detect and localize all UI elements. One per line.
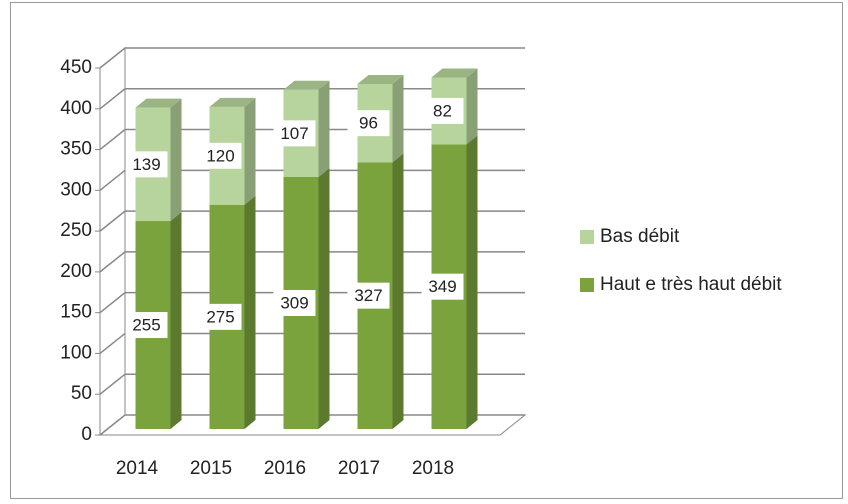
bar-top (209, 97, 256, 107)
bar-top (357, 75, 404, 85)
data-label-box (347, 282, 390, 309)
legend-swatch (580, 230, 594, 244)
bar-side (170, 212, 182, 429)
data-label-box (273, 120, 316, 147)
data-label-box (199, 142, 242, 169)
y-tick-label: 150 (60, 302, 92, 323)
data-label-box (199, 303, 242, 330)
bar-side (466, 68, 478, 145)
y-tick-label: 350 (60, 139, 92, 160)
bar-side (170, 98, 182, 222)
data-label-box (421, 97, 464, 124)
data-label: 309 (280, 293, 308, 312)
data-label: 327 (354, 286, 382, 305)
x-tick-label: 2015 (190, 458, 232, 479)
x-tick-label: 2018 (412, 458, 454, 479)
legend-swatch (580, 278, 594, 292)
chart-border (10, 2, 843, 499)
y-tick-label: 300 (60, 179, 92, 200)
legend-label: Haut e très haut débit (600, 274, 782, 295)
grid-line (99, 47, 525, 69)
y-tick-label: 250 (60, 220, 92, 241)
data-label-box (347, 110, 390, 137)
x-tick-label: 2016 (264, 458, 306, 479)
bar-side (466, 135, 478, 430)
data-label: 349 (428, 277, 456, 296)
data-label: 275 (206, 307, 234, 326)
bar-side (244, 195, 256, 429)
data-label: 120 (206, 146, 234, 165)
data-label-box (421, 273, 464, 300)
data-label: 255 (132, 316, 160, 335)
bar-side (318, 167, 330, 429)
y-tick-label: 100 (60, 342, 92, 363)
bar-side (392, 153, 404, 429)
y-tick-label: 0 (81, 424, 92, 445)
y-tick-label: 450 (60, 57, 92, 78)
data-label-box (125, 312, 168, 339)
bar-side (244, 97, 256, 205)
bar-top (283, 80, 330, 90)
x-tick-label: 2014 (116, 458, 159, 479)
data-label: 107 (280, 124, 308, 143)
y-tick-label: 400 (60, 98, 92, 119)
data-label: 139 (132, 155, 160, 174)
bar-top (135, 98, 182, 108)
bar-top (431, 68, 478, 78)
x-tick-label: 2017 (338, 458, 380, 479)
y-tick-label: 50 (71, 383, 92, 404)
data-label-box (125, 151, 168, 178)
bar-side (318, 80, 330, 177)
legend-label: Bas débit (600, 226, 680, 247)
data-label-box (273, 289, 316, 316)
data-label: 82 (433, 101, 452, 120)
bar-side (392, 75, 404, 163)
y-tick-label: 200 (60, 261, 92, 282)
data-label: 96 (359, 114, 378, 133)
